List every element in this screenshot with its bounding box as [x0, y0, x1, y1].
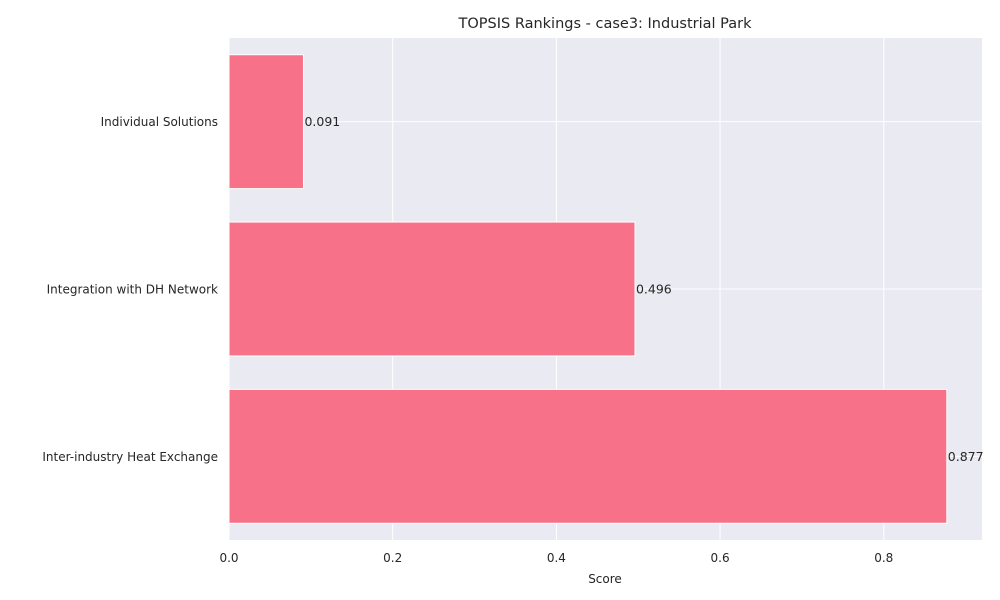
x-tick-label: 0.0	[219, 551, 238, 565]
bar	[228, 388, 948, 524]
y-tick-label: Integration with DH Network	[47, 283, 218, 297]
x-tick-label: 0.2	[383, 551, 402, 565]
bars	[228, 54, 948, 524]
x-tick-label: 0.6	[711, 551, 730, 565]
x-tick-label: 0.8	[874, 551, 893, 565]
y-tick-label: Individual Solutions	[101, 115, 218, 129]
data-labels: 0.877 0.496 0.091	[304, 114, 983, 464]
bar	[228, 221, 636, 357]
x-axis-tick-labels: 0.0 0.2 0.4 0.6 0.8	[219, 551, 893, 565]
y-axis-tick-labels: Inter-industry Heat Exchange Integration …	[42, 115, 218, 464]
x-tick-label: 0.4	[547, 551, 566, 565]
x-axis-label: Score	[588, 572, 622, 586]
bar	[228, 54, 304, 190]
bar-value-label: 0.091	[304, 114, 340, 129]
chart-title: TOPSIS Rankings - case3: Industrial Park	[458, 16, 753, 32]
y-tick-label: Inter-industry Heat Exchange	[42, 450, 218, 464]
bar-value-label: 0.877	[948, 449, 984, 464]
bar-value-label: 0.496	[636, 282, 672, 297]
